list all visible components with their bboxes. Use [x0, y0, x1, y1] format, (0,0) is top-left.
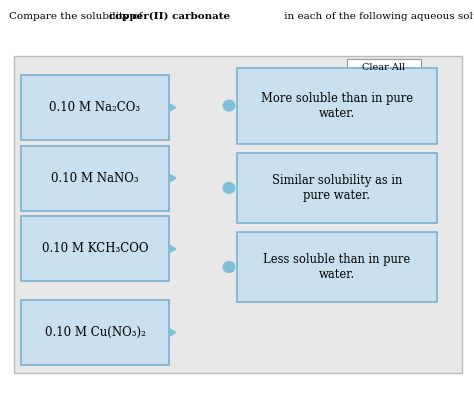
FancyBboxPatch shape — [14, 56, 462, 373]
Polygon shape — [170, 174, 176, 182]
Polygon shape — [170, 245, 176, 252]
FancyBboxPatch shape — [21, 75, 169, 140]
Text: copper(II) carbonate: copper(II) carbonate — [109, 12, 230, 21]
Polygon shape — [170, 329, 176, 336]
FancyBboxPatch shape — [347, 59, 421, 76]
Circle shape — [222, 182, 236, 194]
Circle shape — [222, 261, 236, 273]
Text: in each of the following aqueous solutions:: in each of the following aqueous solutio… — [281, 12, 474, 21]
Text: Compare the solubility of: Compare the solubility of — [9, 12, 145, 21]
Text: Similar solubility as in
pure water.: Similar solubility as in pure water. — [272, 174, 402, 202]
Polygon shape — [170, 104, 176, 111]
FancyBboxPatch shape — [237, 68, 437, 144]
Text: 0.10 M KCH₃COO: 0.10 M KCH₃COO — [42, 242, 148, 255]
Text: 0.10 M Na₂CO₃: 0.10 M Na₂CO₃ — [49, 101, 141, 114]
Text: 0.10 M NaNO₃: 0.10 M NaNO₃ — [51, 172, 139, 185]
Text: Less soluble than in pure
water.: Less soluble than in pure water. — [264, 253, 410, 281]
FancyBboxPatch shape — [21, 146, 169, 211]
FancyBboxPatch shape — [21, 300, 169, 365]
Text: More soluble than in pure
water.: More soluble than in pure water. — [261, 92, 413, 119]
Text: Clear All: Clear All — [363, 63, 406, 72]
Text: 0.10 M Cu(NO₃)₂: 0.10 M Cu(NO₃)₂ — [45, 326, 146, 339]
FancyBboxPatch shape — [21, 216, 169, 281]
Circle shape — [222, 99, 236, 112]
FancyBboxPatch shape — [237, 153, 437, 223]
FancyBboxPatch shape — [237, 232, 437, 302]
